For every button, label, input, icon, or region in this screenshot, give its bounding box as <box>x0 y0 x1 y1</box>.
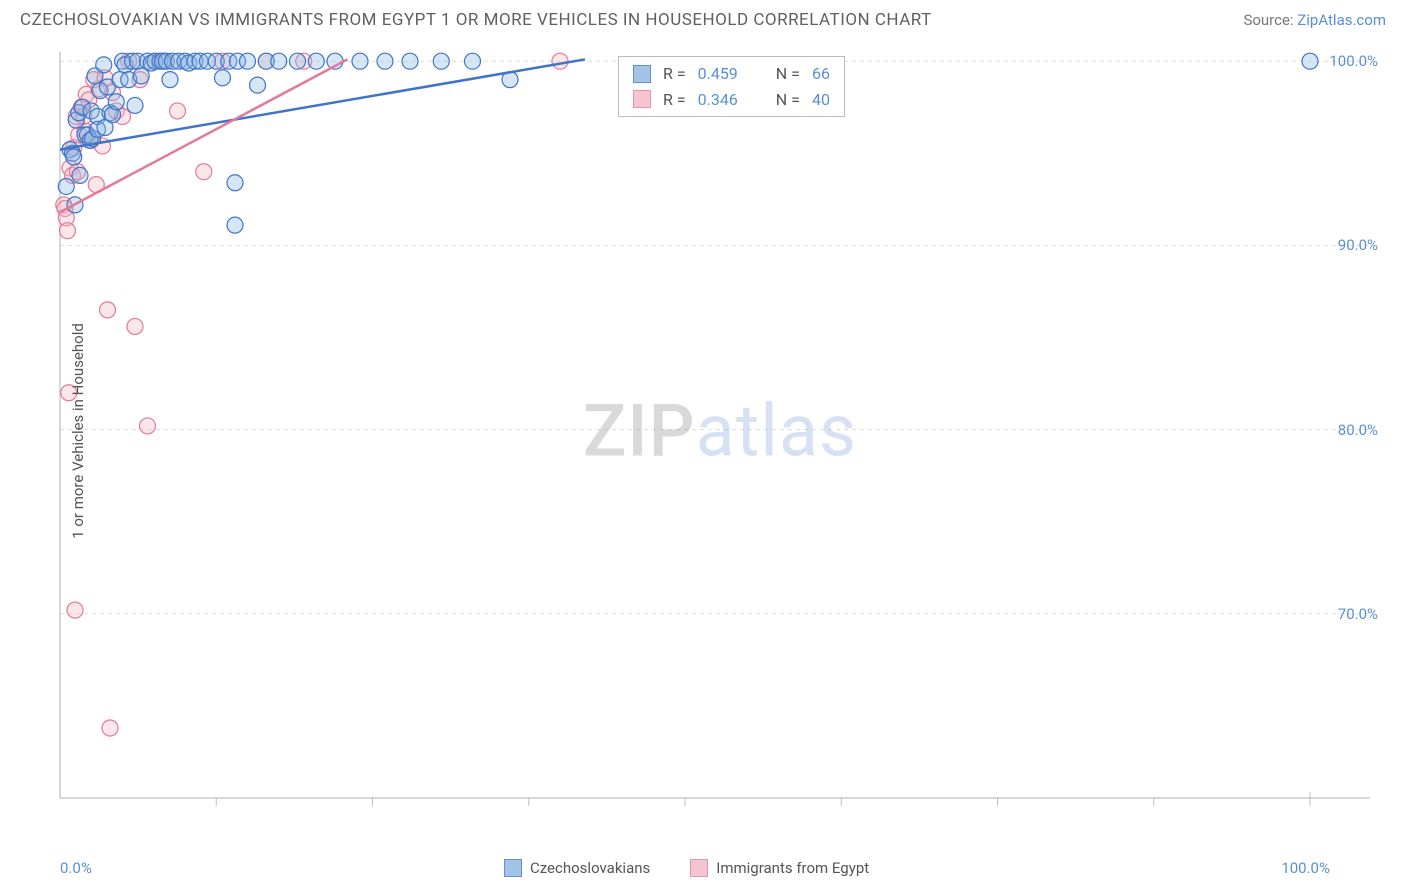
r-label-1: R = <box>663 87 686 113</box>
legend-label-egypt: Immigrants from Egypt <box>716 859 869 877</box>
r-value-0: 0.459 <box>698 61 738 87</box>
chart-container: CZECHOSLOVAKIAN VS IMMIGRANTS FROM EGYPT… <box>0 0 1406 892</box>
stats-swatch-czech <box>633 65 651 83</box>
r-label-0: R = <box>663 61 686 87</box>
y-tick-label: 100.0% <box>1329 52 1378 70</box>
n-value-1: 40 <box>812 87 830 113</box>
source-label-wrap: Source: ZipAtlas.com <box>1243 11 1386 29</box>
stats-swatch-egypt <box>633 90 651 108</box>
n-value-0: 66 <box>812 61 830 87</box>
source-link[interactable]: ZipAtlas.com <box>1297 11 1386 29</box>
r-value-1: 0.346 <box>698 87 738 113</box>
x-tick-min: 0.0% <box>60 859 92 877</box>
chart-title: CZECHOSLOVAKIAN VS IMMIGRANTS FROM EGYPT… <box>20 10 932 30</box>
title-row: CZECHOSLOVAKIAN VS IMMIGRANTS FROM EGYPT… <box>0 0 1406 30</box>
correlation-stats-box: R = 0.459 N = 66 R = 0.346 N = 40 <box>618 56 845 117</box>
y-tick-label: 90.0% <box>1338 236 1378 254</box>
x-axis-row: 0.0% Czechoslovakians Immigrants from Eg… <box>50 854 1390 882</box>
y-axis-label: 1 or more Vehicles in Household <box>69 323 87 539</box>
y-tick-label: 80.0% <box>1338 421 1378 439</box>
legend-label-czech: Czechoslovakians <box>530 859 650 877</box>
series-legend: Czechoslovakians Immigrants from Egypt <box>504 859 869 877</box>
source-prefix: Source: <box>1243 11 1293 29</box>
n-label-0: N = <box>776 61 800 87</box>
x-tick-max: 100.0% <box>1281 859 1330 877</box>
y-tick-label: 70.0% <box>1338 605 1378 623</box>
scatter-plot-svg <box>50 46 1390 816</box>
legend-swatch-czech <box>504 859 522 877</box>
n-label-1: N = <box>776 87 800 113</box>
plot-area: 1 or more Vehicles in Household ZIPatlas… <box>50 46 1390 816</box>
stats-row-czech: R = 0.459 N = 66 <box>633 61 830 87</box>
legend-swatch-egypt <box>690 859 708 877</box>
stats-row-egypt: R = 0.346 N = 40 <box>633 87 830 113</box>
legend-item-czech: Czechoslovakians <box>504 859 650 877</box>
legend-item-egypt: Immigrants from Egypt <box>690 859 869 877</box>
